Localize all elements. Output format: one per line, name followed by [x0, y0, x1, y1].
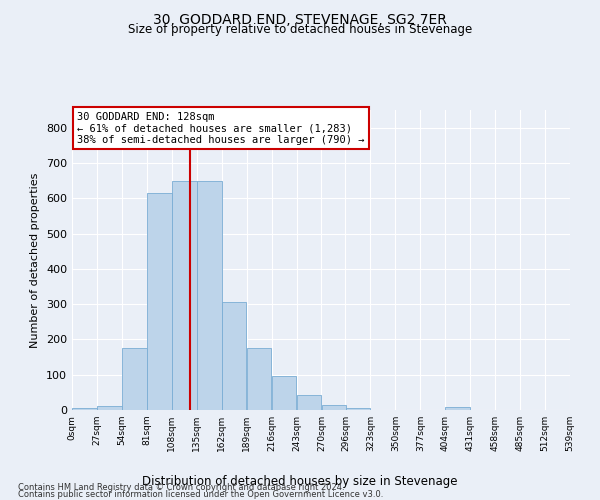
Bar	[72, 408, 97, 410]
Bar	[97, 406, 122, 410]
Bar	[197, 180, 221, 410]
Bar	[445, 407, 470, 410]
Y-axis label: Number of detached properties: Number of detached properties	[31, 172, 40, 348]
Bar	[222, 302, 247, 410]
Bar	[172, 180, 197, 410]
Bar	[122, 348, 146, 410]
Bar	[296, 395, 322, 410]
Text: Contains HM Land Registry data © Crown copyright and database right 2024.: Contains HM Land Registry data © Crown c…	[18, 484, 344, 492]
Bar	[147, 193, 172, 410]
Text: Distribution of detached houses by size in Stevenage: Distribution of detached houses by size …	[142, 474, 458, 488]
Bar	[346, 408, 370, 410]
Text: Size of property relative to detached houses in Stevenage: Size of property relative to detached ho…	[128, 22, 472, 36]
Bar	[322, 404, 346, 410]
Bar	[272, 376, 296, 410]
Text: Contains public sector information licensed under the Open Government Licence v3: Contains public sector information licen…	[18, 490, 383, 499]
Bar	[247, 348, 271, 410]
Text: 30 GODDARD END: 128sqm
← 61% of detached houses are smaller (1,283)
38% of semi-: 30 GODDARD END: 128sqm ← 61% of detached…	[77, 112, 364, 144]
Text: 30, GODDARD END, STEVENAGE, SG2 7ER: 30, GODDARD END, STEVENAGE, SG2 7ER	[153, 12, 447, 26]
